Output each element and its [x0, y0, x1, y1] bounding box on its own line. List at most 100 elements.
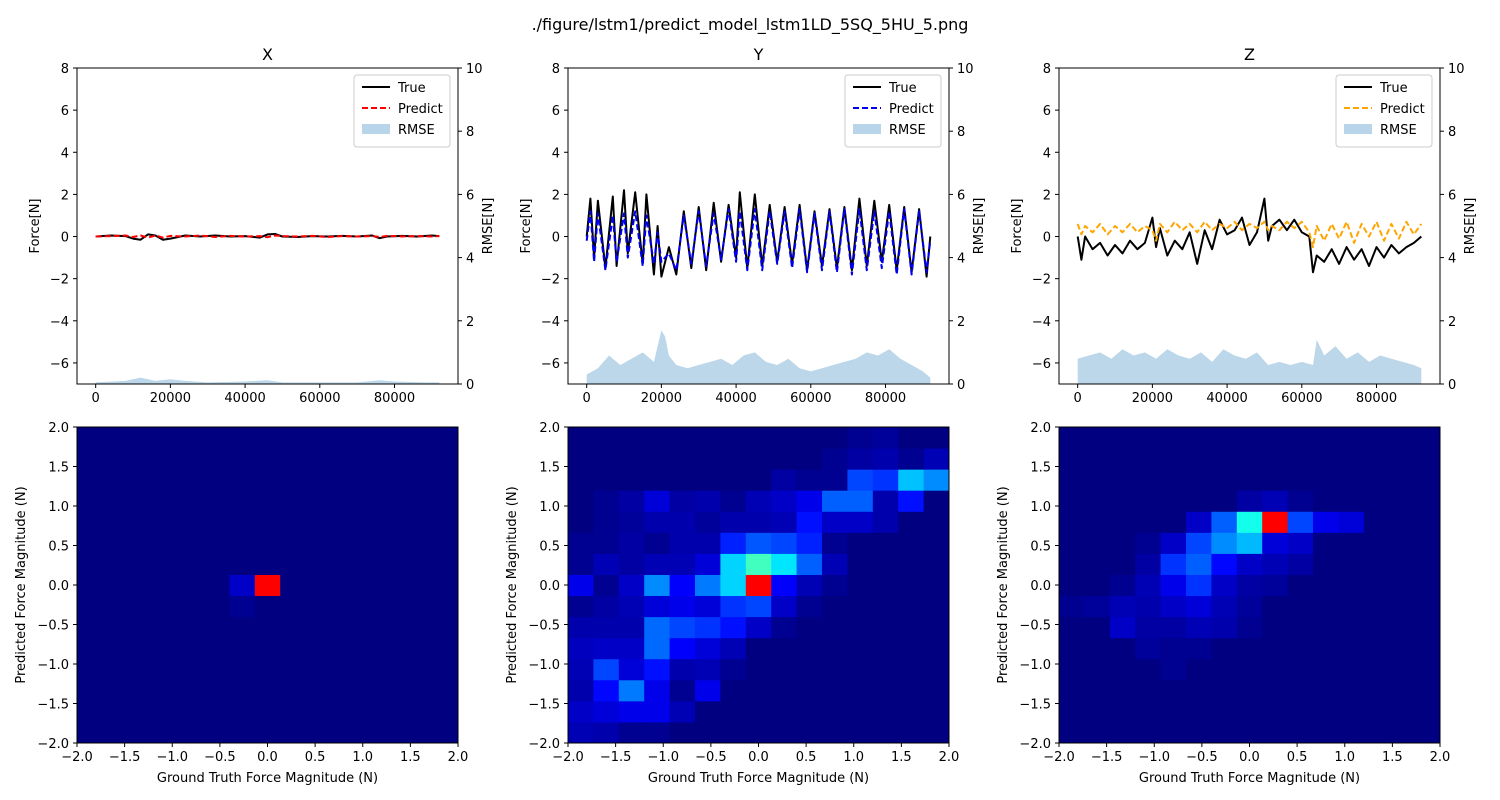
- y2-tick-label: 6: [466, 188, 474, 203]
- heatmap-cell: [1363, 721, 1390, 744]
- heatmap-cell: [381, 469, 408, 491]
- heatmap-cell: [102, 679, 129, 702]
- heatmap-cell: [593, 721, 620, 744]
- heatmap-cell: [771, 595, 798, 618]
- legend-label-true: True: [1379, 81, 1408, 96]
- x-tick-label: 0.5: [1287, 750, 1308, 765]
- heatmap-cell: [77, 700, 103, 723]
- heatmap-cell: [923, 469, 950, 491]
- heatmap-cell: [771, 616, 798, 639]
- heatmap-cell: [745, 700, 772, 723]
- heatmap-cell: [593, 616, 620, 639]
- heatmap-cell: [923, 574, 950, 597]
- heatmap-cell: [331, 679, 357, 702]
- heatmap-cell: [127, 532, 154, 554]
- x-tick-label: −2.0: [1043, 750, 1075, 765]
- heatmap-cell: [872, 637, 899, 660]
- heatmap-cell: [1185, 511, 1212, 533]
- heatmap-cell: [898, 658, 925, 681]
- y-tick-label: −1.5: [37, 698, 69, 713]
- heatmap-cell: [872, 658, 899, 681]
- heatmap-cell: [644, 490, 671, 512]
- y-tick-label: −2.0: [528, 737, 560, 752]
- heatmap-cell: [1109, 721, 1136, 744]
- x-tick-label: 40000: [224, 391, 265, 406]
- x-tick-label: −1.0: [1138, 750, 1170, 765]
- heatmap-cell: [1313, 721, 1339, 744]
- heatmap-cell: [381, 448, 408, 470]
- heatmap-cell: [203, 469, 230, 491]
- heatmap-cell: [1389, 511, 1416, 533]
- heatmap-cell: [254, 511, 281, 533]
- heatmap-cell: [593, 658, 620, 681]
- y-tick-label: 4: [552, 146, 560, 161]
- heatmap-cell: [153, 553, 180, 575]
- heatmap-cell: [254, 616, 281, 639]
- heatmap-cell: [694, 574, 721, 597]
- heatmap-cell: [356, 679, 383, 702]
- legend-label-rmse: RMSE: [889, 123, 926, 138]
- heatmap-cell: [1389, 553, 1416, 575]
- heatmap-cell: [771, 700, 798, 723]
- heatmap-cell: [1236, 553, 1263, 575]
- heatmap-cell: [1363, 427, 1390, 449]
- heatmap-cell: [568, 721, 594, 744]
- x-tick-label: 1.0: [843, 750, 864, 765]
- heatmap-cell: [280, 595, 307, 618]
- y2-tick-label: 10: [957, 62, 974, 77]
- heatmap-cell: [822, 490, 848, 512]
- heatmap-cell: [356, 616, 383, 639]
- heatmap-cell: [1084, 658, 1111, 681]
- heatmap-cell: [1059, 469, 1085, 491]
- y-tick-label: −0.5: [528, 619, 560, 634]
- heatmap-cell: [847, 679, 874, 702]
- heatmap-cell: [432, 574, 459, 597]
- x-axis-label: Ground Truth Force Magnitude (N): [1139, 771, 1360, 786]
- heatmap-cell: [229, 532, 256, 554]
- heatmap-cell: [77, 553, 103, 575]
- heatmap-cell: [568, 574, 594, 597]
- heatmap-cell: [356, 511, 383, 533]
- y2-tick-label: 10: [466, 62, 483, 77]
- heatmap-cell: [872, 511, 899, 533]
- heatmap-cell: [1287, 700, 1314, 723]
- heatmap-cell: [796, 427, 823, 449]
- heatmap-cell: [694, 700, 721, 723]
- heatmap-cell: [381, 700, 408, 723]
- heatmap-cell: [1262, 532, 1289, 554]
- heatmap-cell: [745, 721, 772, 744]
- heatmap-cell: [102, 658, 129, 681]
- heatmap-cell: [796, 721, 823, 744]
- heatmap-cell: [229, 448, 256, 470]
- heatmap-cell: [1211, 574, 1238, 597]
- y2-axis-label: RMSE[N]: [972, 198, 987, 255]
- y-tick-label: 1.0: [1030, 500, 1051, 515]
- heatmap-cell: [305, 448, 332, 470]
- y-tick-label: −6: [541, 357, 560, 372]
- heatmap-cell: [1084, 616, 1111, 639]
- y2-tick-label: 0: [957, 378, 965, 393]
- heatmap-cell: [305, 532, 332, 554]
- heatmap-cell: [618, 574, 645, 597]
- heatmap-cell: [1414, 721, 1441, 744]
- heatmap-cell: [407, 637, 434, 660]
- heatmap-cell: [1363, 448, 1390, 470]
- heatmap-cell: [847, 700, 874, 723]
- heatmap-cell: [745, 679, 772, 702]
- y-tick-label: 1.0: [48, 500, 69, 515]
- heatmap-cell: [331, 721, 357, 744]
- x-tick-label: 1.5: [400, 750, 421, 765]
- heatmap-cell: [229, 700, 256, 723]
- y2-tick-label: 8: [957, 125, 965, 140]
- heatmap-cell: [1059, 679, 1085, 702]
- heatmap-cell: [1389, 574, 1416, 597]
- heatmap-cell: [229, 427, 256, 449]
- heatmap-cell: [593, 700, 620, 723]
- heatmap-cell: [872, 469, 899, 491]
- heatmap-cell: [153, 616, 180, 639]
- heatmap-cell: [618, 595, 645, 618]
- x-tick-label: 1.0: [352, 750, 373, 765]
- y-tick-label: 4: [61, 146, 69, 161]
- heatmap-cell: [745, 553, 772, 575]
- heatmap-cell: [331, 427, 357, 449]
